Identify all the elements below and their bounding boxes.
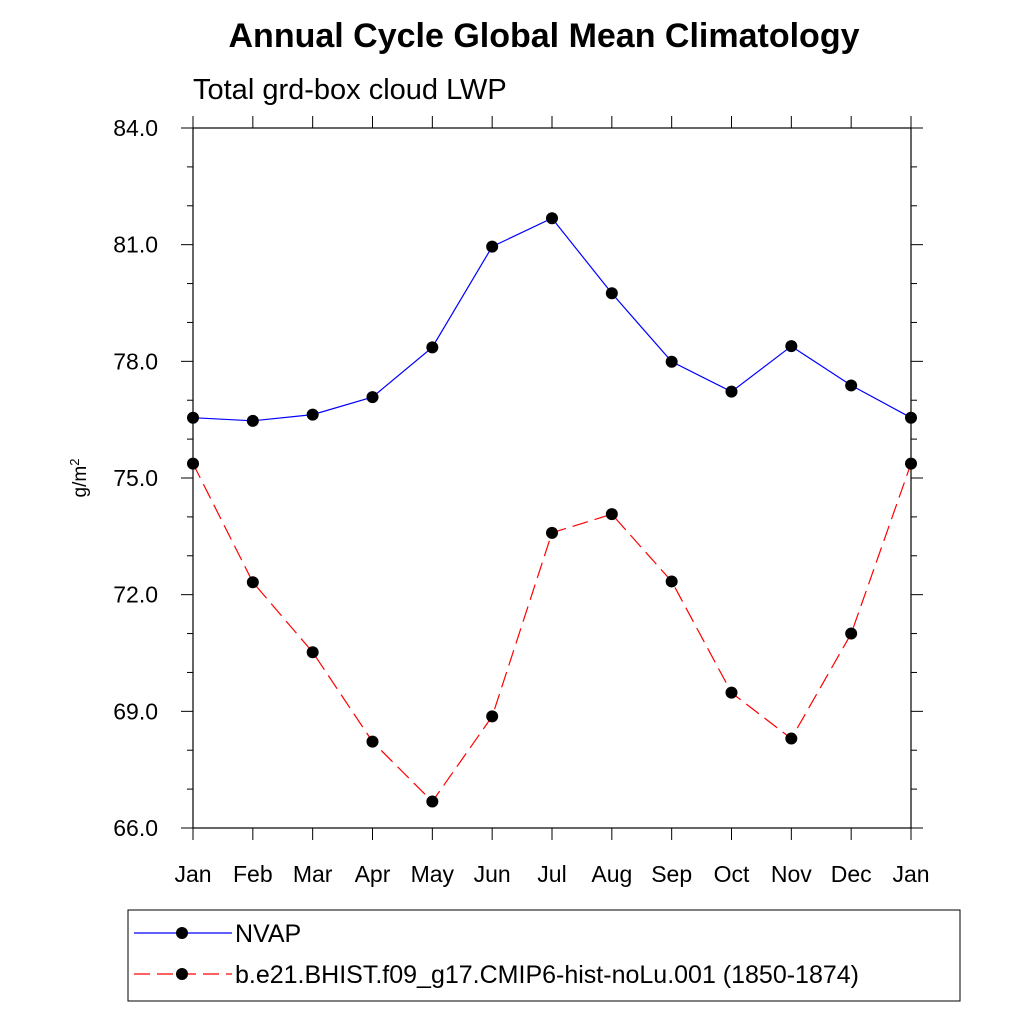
data-point xyxy=(486,240,499,253)
legend-box xyxy=(127,909,961,1002)
series-line xyxy=(192,463,912,803)
legend-item-2: b.e21.BHIST.f09_g17.CMIP6-hist-noLu.001 … xyxy=(134,961,859,989)
x-tick-label: May xyxy=(411,861,455,887)
x-tick-label: Nov xyxy=(771,861,812,887)
data-point xyxy=(486,710,499,723)
x-tick-label: Jan xyxy=(174,861,211,887)
data-point xyxy=(785,732,798,745)
series-1 xyxy=(187,212,917,427)
x-tick-label: Sep xyxy=(651,861,692,887)
series-2 xyxy=(187,457,917,808)
y-tick-label: 78.0 xyxy=(113,348,158,374)
x-tick-label: Oct xyxy=(714,861,750,887)
y-tick-label: 66.0 xyxy=(113,815,158,841)
y-axis-label-unit: g/m xyxy=(70,466,91,498)
legend-marker xyxy=(176,968,188,980)
y-tick-label: 84.0 xyxy=(113,115,158,141)
y-tick-label: 81.0 xyxy=(113,232,158,258)
data-point xyxy=(246,414,259,427)
series-line xyxy=(192,217,912,422)
series-group xyxy=(187,212,917,808)
x-tick-label: Mar xyxy=(293,861,333,887)
y-tick-label: 75.0 xyxy=(113,465,158,491)
x-tick-label: Apr xyxy=(355,861,391,887)
data-point xyxy=(665,575,678,588)
data-point xyxy=(845,627,858,640)
y-tick-label: 69.0 xyxy=(113,698,158,724)
legend-label: NVAP xyxy=(235,920,301,948)
data-point xyxy=(845,379,858,392)
legend-label: b.e21.BHIST.f09_g17.CMIP6-hist-noLu.001 … xyxy=(235,961,859,989)
data-point xyxy=(665,355,678,368)
data-point xyxy=(426,341,439,354)
data-point xyxy=(366,735,379,748)
x-tick-label: Dec xyxy=(831,861,872,887)
data-point xyxy=(246,576,259,589)
legend-item-1: NVAP xyxy=(134,920,301,948)
chart-subtitle: Total grd-box cloud LWP xyxy=(193,74,507,106)
data-point xyxy=(366,391,379,404)
data-point xyxy=(306,408,319,421)
y-tick-label: 72.0 xyxy=(113,582,158,608)
y-axis-label-superscript: 2 xyxy=(67,459,82,466)
x-tick-label: Jul xyxy=(537,861,566,887)
x-tick-label: Jun xyxy=(474,861,511,887)
chart-title: Annual Cycle Global Mean Climatology xyxy=(229,17,860,55)
data-point xyxy=(605,508,618,521)
data-point xyxy=(546,212,558,225)
data-point xyxy=(605,287,618,300)
x-tick-label: Jan xyxy=(892,861,929,887)
data-point xyxy=(725,686,738,699)
data-point xyxy=(905,411,917,424)
data-point xyxy=(725,385,738,398)
data-point xyxy=(187,411,199,424)
x-tick-labels: Jan Feb Mar Apr May Jun Jul Aug Sep Oct Nov Dec Jan xyxy=(174,861,929,887)
legend-marker xyxy=(176,927,188,939)
x-tick-label: Aug xyxy=(591,861,632,887)
y-axis-label: g/m2 xyxy=(67,459,91,498)
legend: NVAP b.e21.BHIST.f09_g17.CMIP6-hist-noLu.… xyxy=(134,920,859,989)
axis-ticks xyxy=(181,116,923,840)
y-tick-labels: 84.0 81.0 78.0 75.0 72.0 69.0 66.0 xyxy=(113,115,158,841)
data-point xyxy=(546,526,558,539)
plot-frame xyxy=(192,127,912,829)
data-point xyxy=(785,340,798,353)
data-point xyxy=(905,457,917,470)
data-point xyxy=(426,795,439,808)
data-point xyxy=(187,457,199,470)
x-tick-label: Feb xyxy=(233,861,273,887)
data-point xyxy=(306,646,319,659)
